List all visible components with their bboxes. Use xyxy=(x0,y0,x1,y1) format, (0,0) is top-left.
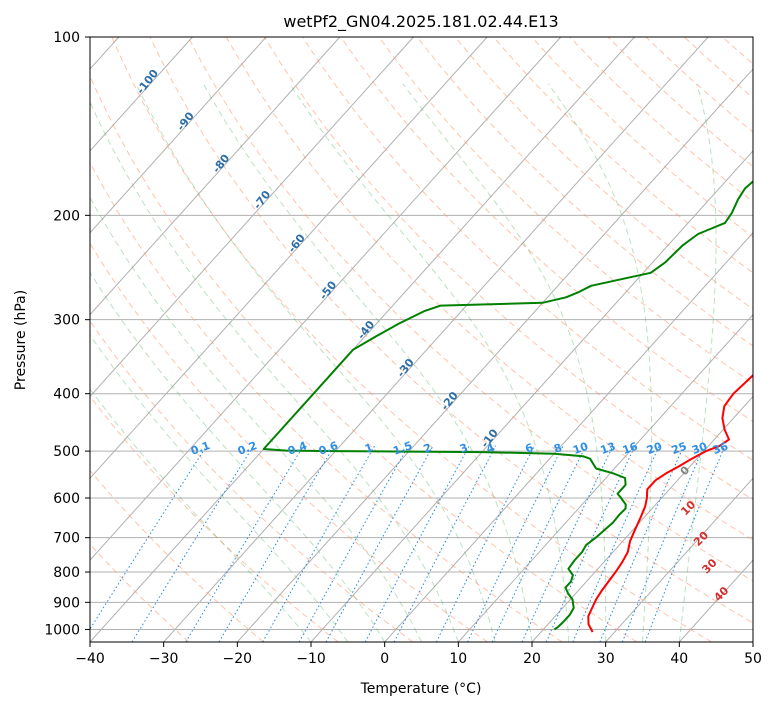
moist-adiabat xyxy=(547,83,653,642)
isotherm-line xyxy=(531,395,753,642)
dry-adiabat xyxy=(90,469,264,642)
mixing-ratio-line xyxy=(131,445,254,642)
dry-adiabat xyxy=(454,37,753,310)
dry-adiabat xyxy=(90,161,563,642)
mixing-ratio-line xyxy=(90,445,208,630)
isotherm-line xyxy=(605,477,753,642)
isotherm-line xyxy=(90,37,267,234)
moist-adiabat xyxy=(90,100,459,642)
isotherm-line xyxy=(90,37,341,316)
isotherm-line xyxy=(90,37,635,642)
x-axis-label: Temperature (°C) xyxy=(360,681,482,697)
moist-adiabat xyxy=(289,83,570,642)
dry-adiabat xyxy=(149,37,753,624)
moist-adiabat xyxy=(90,196,422,642)
mixing-ratio-line xyxy=(467,445,564,642)
mixing-ratio-line xyxy=(185,445,304,642)
y-tick-label: 100 xyxy=(53,30,80,46)
y-tick-label: 1000 xyxy=(44,622,80,638)
isotherm-line xyxy=(90,37,488,480)
mixing-ratio-label: 6 xyxy=(523,441,535,456)
y-tick-label: 700 xyxy=(53,531,80,547)
isotherm-line xyxy=(384,231,753,642)
isotherm-line xyxy=(90,37,562,561)
mixing-ratio-label: 4 xyxy=(485,441,497,456)
mixing-ratio-label: 8 xyxy=(552,441,564,456)
x-tick-label: −20 xyxy=(223,651,253,667)
mixing-ratio-label: 25 xyxy=(670,440,689,457)
mixing-ratio-label: 0.4 xyxy=(286,439,309,458)
moist-adiabat xyxy=(135,83,496,642)
dewpoint-profile-line xyxy=(262,180,753,631)
mixing-ratio-line xyxy=(325,445,434,642)
mixing-ratio-label: 36 xyxy=(711,440,730,458)
mixing-ratio-label: 10 xyxy=(571,440,590,458)
chart-title: wetPf2_GN04.2025.181.02.44.E13 xyxy=(283,12,558,32)
x-tick-label: 30 xyxy=(597,651,615,667)
y-tick-label: 900 xyxy=(53,595,80,611)
mixing-ratio-label: 16 xyxy=(621,440,640,458)
y-tick-label: 200 xyxy=(53,208,80,224)
x-tick-label: 40 xyxy=(670,651,688,667)
mixing-ratio-label: 20 xyxy=(645,440,664,458)
isotherm-line xyxy=(90,37,193,152)
mixing-ratio-line xyxy=(572,445,660,642)
moist-adiabat xyxy=(203,83,533,642)
plot-frame xyxy=(89,36,754,643)
moist-adiabat xyxy=(90,334,349,642)
dry-adiabat xyxy=(90,395,339,642)
mixing-ratio-label: 30 xyxy=(690,440,709,458)
moist-adiabat xyxy=(90,388,312,642)
mixing-ratio-label: 0.6 xyxy=(317,439,340,458)
temperature-profile-line xyxy=(587,373,753,633)
y-tick-label: 400 xyxy=(53,387,80,403)
isotherm-line xyxy=(90,37,414,398)
mixing-ratio-label: 0.1 xyxy=(189,439,212,458)
x-tick-label: −10 xyxy=(296,651,326,667)
mixing-ratio-line xyxy=(218,445,335,642)
isotherm-line xyxy=(236,68,753,642)
mixing-ratio-line xyxy=(435,445,535,642)
mixing-ratio-label: 1.5 xyxy=(391,439,414,458)
isotherm-line xyxy=(163,37,709,642)
x-tick-label: −30 xyxy=(149,651,179,667)
moist-adiabat xyxy=(402,83,607,642)
axes: −40 −30 −20 −10 0 10 20 30 40 5010020030040050060… xyxy=(44,30,762,667)
x-tick-label: 20 xyxy=(523,651,541,667)
dry-adiabat xyxy=(416,37,753,347)
isotherm-line xyxy=(310,150,753,642)
x-tick-label: 10 xyxy=(449,651,467,667)
dry-adiabat xyxy=(90,543,190,642)
moist-adiabat xyxy=(90,271,386,642)
mixing-ratio-line xyxy=(298,445,409,642)
y-tick-label: 500 xyxy=(53,444,80,460)
mixing-ratio-label: 0.2 xyxy=(236,439,259,458)
y-tick-label: 800 xyxy=(53,565,80,581)
mixing-ratio-line xyxy=(491,445,587,642)
x-tick-label: 0 xyxy=(380,651,389,667)
moist-adiabat xyxy=(678,83,717,642)
mixing-ratio-label: 2 xyxy=(422,441,434,456)
mixing-ratio-label: 13 xyxy=(599,440,618,457)
dry-adiabat xyxy=(90,320,414,642)
y-tick-label: 600 xyxy=(53,491,80,507)
y-axis-label: Pressure (hPa) xyxy=(13,290,29,390)
dry-adiabat xyxy=(111,37,712,642)
isotherm-line xyxy=(457,313,753,642)
mixing-ratio-line xyxy=(599,445,685,642)
y-tick-label: 300 xyxy=(53,313,80,329)
mixing-ratio-label: 3 xyxy=(458,441,470,456)
x-tick-label: 50 xyxy=(744,651,762,667)
mixing-ratio-label: 1 xyxy=(363,441,375,456)
dry-adiabat xyxy=(90,242,488,642)
plot-area xyxy=(90,37,753,642)
x-tick-label: −40 xyxy=(75,651,105,667)
